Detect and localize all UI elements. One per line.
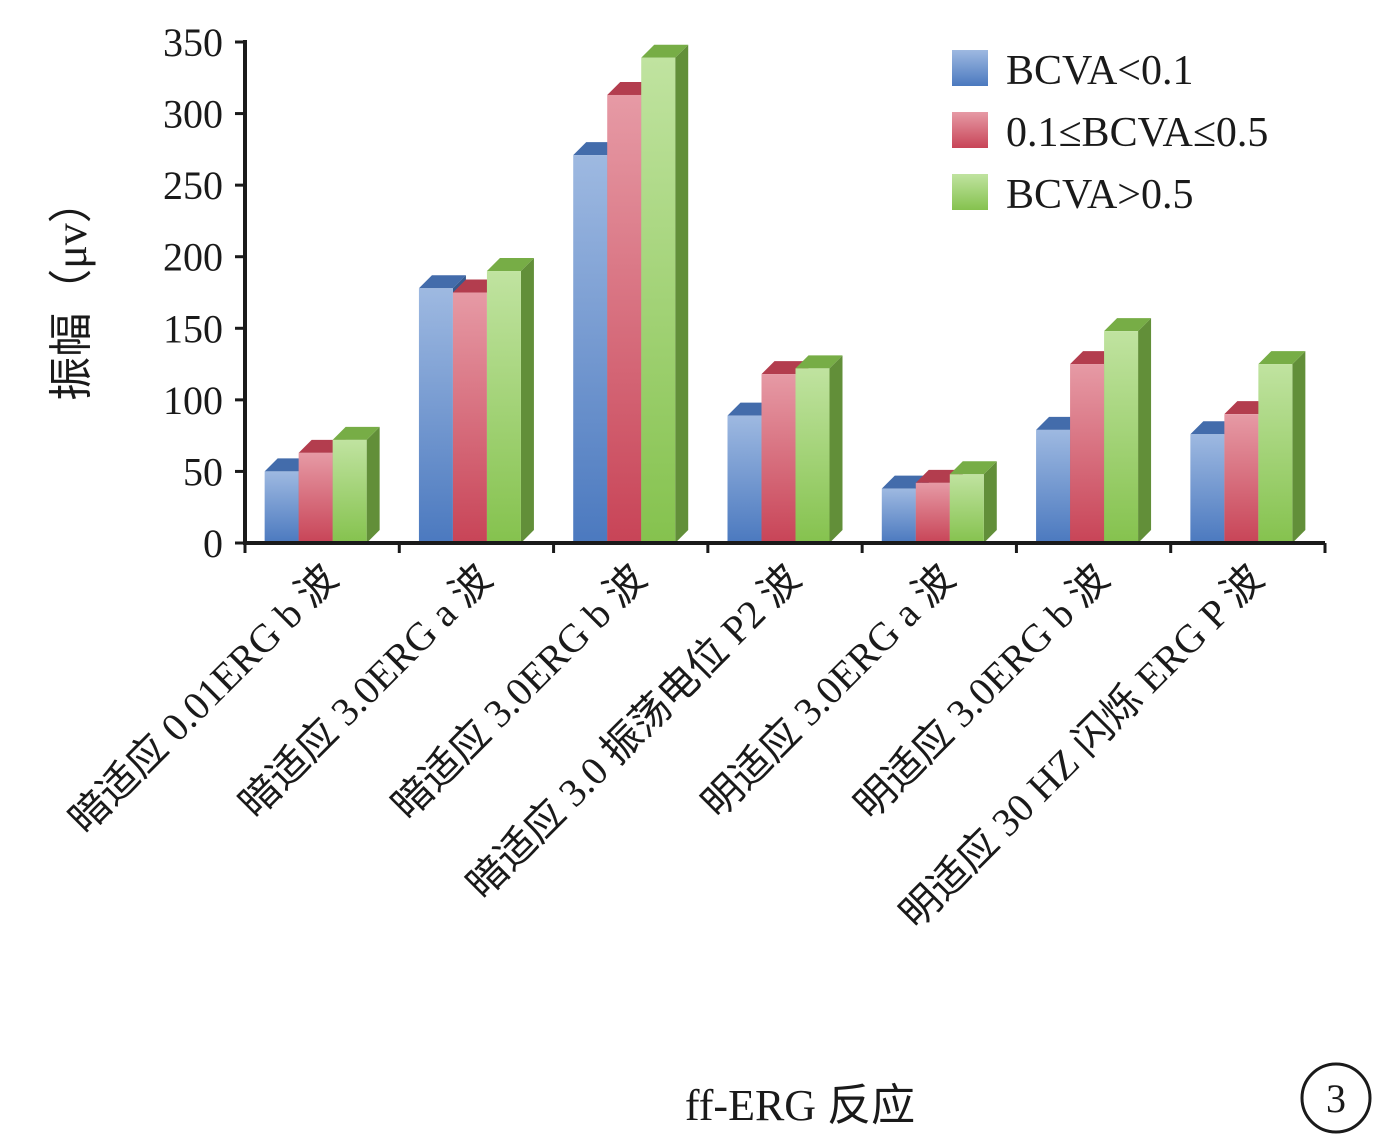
- legend-swatch: [952, 174, 988, 210]
- bar-side: [829, 355, 843, 543]
- bar-front: [1224, 414, 1259, 543]
- bar-top: [641, 44, 689, 58]
- bar-top: [486, 258, 534, 272]
- bar-front: [418, 288, 453, 543]
- bar-front: [727, 415, 762, 543]
- bar-front: [298, 452, 333, 543]
- bar-front: [641, 57, 676, 543]
- legend-swatch: [952, 50, 988, 86]
- legend-label: BCVA>0.5: [1006, 172, 1193, 218]
- y-tick-label: 100: [163, 378, 223, 423]
- legend: BCVA<0.1 0.1≤BCVA≤0.5 BCVA>0.5: [952, 48, 1268, 218]
- bar-front: [949, 474, 984, 543]
- y-tick-label: 150: [163, 306, 223, 351]
- bar-top: [332, 426, 380, 440]
- bar-front: [1070, 364, 1105, 543]
- bar-side: [983, 461, 997, 543]
- x-axis-title: ff-ERG 反应: [685, 1081, 915, 1130]
- x-category-label: 明适应 3.0ERG b 波: [846, 556, 1118, 828]
- x-category-label: 暗适应 0.01ERG b 波: [60, 556, 346, 842]
- x-category-label: 明适应 3.0ERG a 波: [693, 556, 964, 827]
- y-axis-title: 振幅（μv）: [47, 179, 96, 401]
- bar-front: [795, 368, 830, 543]
- bar-front: [1190, 434, 1225, 543]
- legend-item: BCVA<0.1: [952, 48, 1193, 94]
- bar-side: [1292, 351, 1306, 543]
- bar-front: [761, 374, 796, 543]
- bar-top: [1104, 318, 1152, 332]
- bar-front: [452, 292, 487, 543]
- legend-item: 0.1≤BCVA≤0.5: [952, 110, 1268, 156]
- panel-label-text: 3: [1326, 1076, 1346, 1121]
- y-tick-label: 350: [163, 20, 223, 65]
- bar-side: [1138, 318, 1152, 543]
- bar-front: [607, 94, 642, 543]
- legend-label: 0.1≤BCVA≤0.5: [1006, 110, 1268, 156]
- panel-label: 3: [1300, 1062, 1372, 1134]
- bar: [1258, 351, 1306, 543]
- bar-side: [520, 258, 534, 543]
- bar-front: [1258, 364, 1293, 543]
- bar-top: [418, 275, 466, 289]
- y-tick-label: 50: [183, 449, 223, 494]
- bar-front: [486, 271, 521, 543]
- bar-front: [1036, 429, 1071, 543]
- legend-label: BCVA<0.1: [1006, 48, 1193, 94]
- y-tick-label: 300: [163, 92, 223, 137]
- panel-label-circle: [1300, 1062, 1372, 1134]
- bar-front: [264, 471, 299, 543]
- legend-swatch: [952, 112, 988, 148]
- bar: [486, 258, 534, 543]
- y-tick-label: 200: [163, 235, 223, 280]
- x-category-label: 暗适应 3.0ERG b 波: [383, 556, 655, 828]
- bar-side: [675, 44, 689, 543]
- legend-item: BCVA>0.5: [952, 172, 1193, 218]
- bar-front: [881, 488, 916, 543]
- y-tick-label: 250: [163, 163, 223, 208]
- x-category-label: 暗适应 3.0ERG a 波: [230, 556, 501, 827]
- bars-layer: [264, 44, 1306, 543]
- y-ticks: 0 50 100 150 200 250 300 350: [163, 20, 1327, 566]
- bar-top: [1258, 351, 1306, 365]
- bar: [795, 355, 843, 543]
- bar-side: [366, 426, 380, 543]
- axes-layer: [243, 40, 1325, 545]
- y-tick-label: 0: [203, 521, 223, 566]
- bar: [641, 44, 689, 543]
- bar-front: [332, 439, 367, 543]
- bar-front: [915, 482, 950, 543]
- bar-front: [573, 155, 608, 543]
- bar: [1104, 318, 1152, 543]
- bar-top: [949, 461, 997, 475]
- bar: [949, 461, 997, 543]
- bar: [332, 426, 380, 543]
- bar-top: [795, 355, 843, 369]
- bar-front: [1104, 331, 1139, 543]
